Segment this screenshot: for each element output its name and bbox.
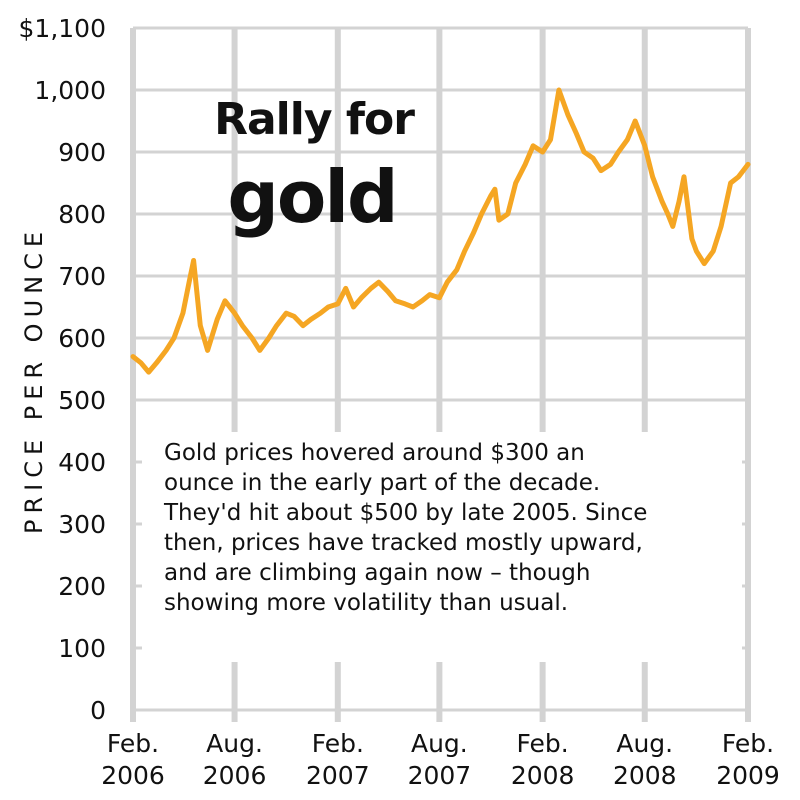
y-axis-label: PRICE PER OUNCE: [20, 226, 48, 534]
x-tick-label-month: Feb.: [107, 729, 159, 758]
annotation-line: then, prices have tracked mostly upward,: [164, 530, 643, 556]
x-tick-label-month: Feb.: [312, 729, 364, 758]
y-tick-label: 1,000: [34, 76, 106, 105]
x-tick-label-year: 2009: [716, 761, 780, 790]
annotation-line: ounce in the early part of the decade.: [164, 470, 601, 496]
x-tick-label-year: 2008: [511, 761, 575, 790]
x-tick-label-year: 2007: [408, 761, 472, 790]
x-tick-label-year: 2006: [203, 761, 267, 790]
chart-title: Rally for: [214, 94, 415, 145]
y-tick-label: 900: [58, 138, 106, 167]
y-tick-label: 600: [58, 324, 106, 353]
y-tick-label: 400: [58, 448, 106, 477]
x-tick-label-year: 2006: [101, 761, 165, 790]
y-tick-label: $1,100: [19, 14, 106, 43]
y-tick-label: 100: [58, 634, 106, 663]
y-tick-label: 800: [58, 200, 106, 229]
annotation-line: and are climbing again now – though: [164, 560, 591, 586]
x-axis-ticks: Feb. 2006 Aug. 2006 Feb. 2007 Aug. 2007 Feb. 2008…: [101, 729, 780, 790]
annotation-line: showing more volatility than usual.: [164, 590, 569, 616]
annotation-line: They'd hit about $500 by late 2005. Sinc…: [164, 500, 648, 526]
x-tick-label-month: Aug.: [616, 729, 673, 758]
y-tick-label: 500: [58, 386, 106, 415]
x-tick-label-month: Feb.: [517, 729, 569, 758]
x-tick-label-month: Aug.: [411, 729, 468, 758]
y-tick-label: 300: [58, 510, 106, 539]
y-tick-label: 0: [90, 696, 106, 725]
x-tick-label-year: 2008: [613, 761, 677, 790]
annotation-text-box: Gold prices hovered around $300 an ounce…: [142, 432, 742, 662]
price-line: [130, 87, 751, 375]
price-series: [130, 87, 751, 375]
x-tick-label-month: Feb.: [722, 729, 774, 758]
y-tick-label: 200: [58, 572, 106, 601]
annotation-line: Gold prices hovered around $300 an: [164, 440, 585, 466]
y-axis-ticks: 0 100 200 300 400 500 600 700 800 900 1,000 $1,100: [19, 14, 106, 725]
x-tick-label-month: Aug.: [206, 729, 263, 758]
y-tick-label: 700: [58, 262, 106, 291]
chart-subtitle: gold: [227, 155, 396, 239]
x-tick-label-year: 2007: [306, 761, 370, 790]
